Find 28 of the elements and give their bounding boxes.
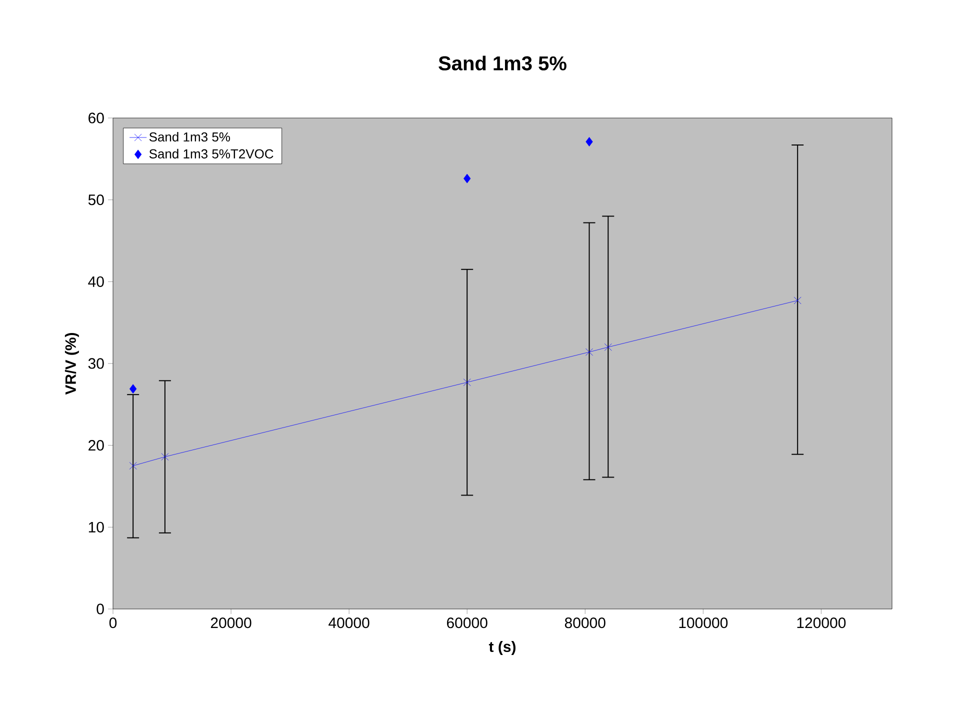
y-tick-label: 20 bbox=[88, 440, 104, 451]
legend-label: Sand 1m3 5% bbox=[149, 132, 230, 142]
y-tick-label: 30 bbox=[88, 358, 104, 369]
y-tick-label: 10 bbox=[88, 522, 104, 532]
y-tick-label: 40 bbox=[88, 276, 104, 287]
y-tick-label: 0 bbox=[96, 604, 104, 614]
point bbox=[586, 137, 593, 146]
x-axis-title: t (s) bbox=[488, 641, 516, 655]
point bbox=[586, 348, 593, 356]
point bbox=[464, 174, 471, 184]
x-tick-label: 60000 bbox=[447, 618, 488, 628]
point bbox=[161, 453, 169, 461]
x-tick-label: 20000 bbox=[210, 618, 252, 628]
y-tick-label: 50 bbox=[88, 194, 104, 206]
point bbox=[129, 462, 137, 470]
chart-title: Sand 1m3 5% bbox=[438, 56, 566, 70]
y-axis-title: VR/V (%) bbox=[64, 333, 79, 395]
point bbox=[794, 296, 802, 304]
x-tick-label: 80000 bbox=[564, 618, 606, 628]
point bbox=[604, 343, 612, 351]
point bbox=[129, 384, 137, 394]
x-tick-label: 100000 bbox=[679, 618, 728, 628]
point bbox=[463, 378, 471, 386]
y-tick-label: 60 bbox=[88, 112, 104, 124]
x-tick-label: 40000 bbox=[328, 618, 370, 628]
x-tick-label: 0 bbox=[109, 618, 117, 628]
legend-label: Sand 1m3 5%T2VOC bbox=[149, 148, 274, 158]
x-tick-label: 120000 bbox=[797, 618, 846, 628]
